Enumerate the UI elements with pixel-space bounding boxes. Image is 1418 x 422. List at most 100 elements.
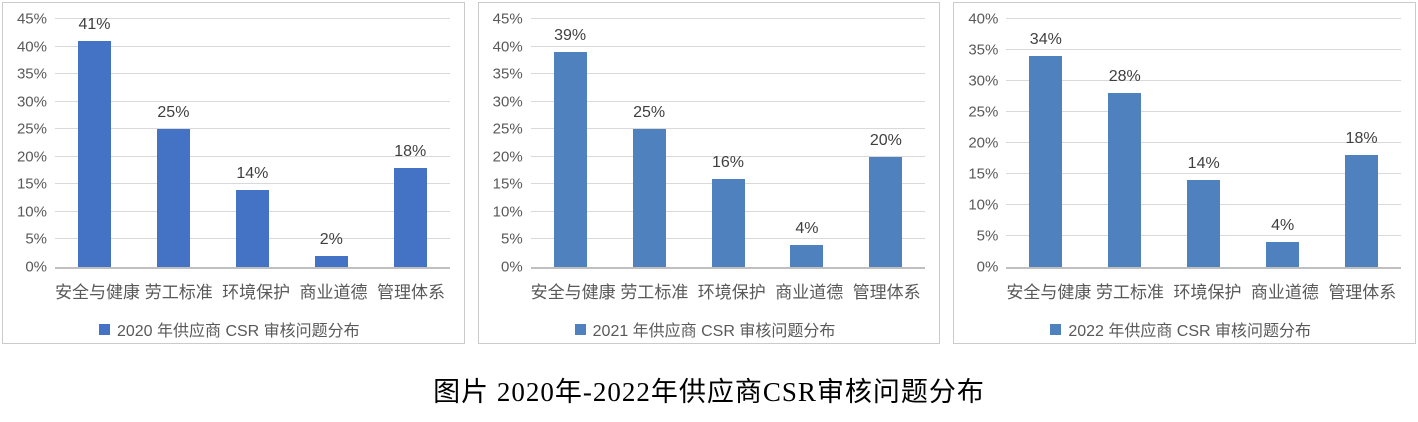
gridline — [1006, 173, 1402, 174]
bar-slot: 18% — [1322, 19, 1401, 267]
y-tick-label: 30% — [16, 93, 47, 111]
y-tick-label: 40% — [492, 38, 523, 56]
gridline — [530, 155, 926, 157]
bar-slot: 14% — [213, 19, 292, 267]
gridline — [55, 128, 450, 130]
y-tick-label: 20% — [968, 134, 999, 152]
bar-value-label: 25% — [157, 104, 190, 122]
bar-value-label: 25% — [633, 104, 666, 122]
chart-panel-2020: 0% 5% 10% 15% 20% 25% 30% 35% 40% 45% 41% 25% 14% 2%… — [2, 2, 465, 344]
y-tick-label: 0% — [25, 258, 47, 276]
gridline — [1006, 80, 1402, 81]
bar-slot: 4% — [1243, 19, 1322, 267]
bar-slot: 41% — [55, 16, 134, 267]
chart-body: 0% 5% 10% 15% 20% 25% 30% 35% 40% 45% 41% 25% 14% 2%… — [9, 12, 450, 275]
bar — [711, 178, 745, 267]
legend-marker-icon — [574, 323, 586, 335]
x-category-label: 商业道德 — [775, 283, 844, 302]
bar-value-label: 20% — [869, 131, 902, 149]
y-tick-label: 20% — [16, 148, 47, 166]
x-category-label: 环境保护 — [222, 283, 291, 302]
y-tick-label: 0% — [976, 258, 999, 276]
bar — [553, 52, 587, 267]
bar — [1345, 155, 1379, 267]
x-category-label: 劳工标准 — [144, 283, 213, 302]
bar — [790, 244, 824, 267]
x-category-label: 管理体系 — [852, 283, 921, 302]
x-axis-labels: 安全与健康 劳工标准 环境保护 商业道德 管理体系 — [55, 278, 450, 303]
x-category-label: 管理体系 — [376, 283, 445, 302]
y-tick-label: 15% — [16, 175, 47, 193]
chart-body: 0% 5% 10% 15% 20% 25% 30% 35% 40% 45% 39% 25% 16% 4%… — [485, 12, 926, 275]
y-tick-label: 15% — [968, 165, 999, 183]
legend-label: 2020 年供应商 CSR 审核问题分布 — [116, 323, 360, 340]
bar-value-label: 2% — [319, 230, 343, 248]
x-axis-labels: 安全与健康 劳工标准 环境保护 商业道德 管理体系 — [531, 278, 926, 303]
gridline — [530, 18, 926, 19]
bar-slot: 34% — [1006, 19, 1085, 267]
bar-value-label: 41% — [78, 16, 111, 34]
gridline — [530, 73, 926, 75]
legend-label: 2021 年供应商 CSR 审核问题分布 — [592, 323, 836, 340]
bar-value-label: 18% — [394, 142, 427, 160]
x-category-label: 环境保护 — [697, 283, 766, 302]
y-tick-label: 40% — [968, 10, 999, 28]
y-axis: 0% 5% 10% 15% 20% 25% 30% 35% 40% — [960, 12, 1006, 275]
bar — [1266, 242, 1300, 267]
x-category-label: 商业道德 — [1250, 283, 1319, 302]
y-tick-label: 45% — [492, 10, 523, 28]
bar — [77, 41, 111, 267]
x-category-label: 劳工标准 — [1096, 283, 1165, 302]
y-tick-label: 5% — [500, 230, 523, 248]
bar-value-label: 14% — [236, 164, 269, 182]
y-tick-label: 35% — [16, 65, 47, 83]
legend-marker-icon — [1050, 323, 1062, 335]
bar — [314, 255, 348, 267]
gridline — [530, 100, 926, 102]
y-tick-label: 30% — [492, 93, 523, 111]
bars: 39% 25% 16% 4% 20% — [531, 19, 926, 267]
x-category-label: 安全与健康 — [55, 283, 140, 302]
gridline — [1006, 18, 1402, 19]
y-tick-label: 30% — [968, 72, 999, 90]
gridline — [55, 18, 450, 19]
bar-slot: 39% — [531, 19, 610, 267]
gridline — [1006, 142, 1402, 143]
bar — [235, 189, 269, 267]
plot-area: 39% 25% 16% 4% 20% — [530, 18, 926, 269]
gridline — [530, 128, 926, 130]
bar-value-label: 14% — [1187, 155, 1220, 173]
gridline — [530, 45, 926, 47]
gridline — [55, 45, 450, 47]
bar-value-label: 34% — [1029, 31, 1062, 49]
bar-value-label: 4% — [1271, 217, 1295, 235]
y-tick-label: 25% — [968, 103, 999, 121]
x-category-label: 劳工标准 — [620, 283, 689, 302]
bar-slot: 18% — [371, 19, 450, 267]
y-tick-label: 10% — [968, 196, 999, 214]
chart-panel-2022: 0% 5% 10% 15% 20% 25% 30% 35% 40% 34% 28% 14% 4% 18%… — [953, 2, 1417, 344]
x-category-label: 商业道德 — [299, 283, 368, 302]
y-tick-label: 20% — [492, 148, 523, 166]
gridline — [1006, 111, 1402, 112]
bar-slot: 20% — [846, 19, 925, 267]
y-tick-label: 45% — [16, 10, 47, 28]
y-tick-label: 15% — [492, 175, 523, 193]
bar-slot: 2% — [292, 19, 371, 267]
bar-value-label: 16% — [712, 153, 745, 171]
gridline — [55, 100, 450, 102]
y-tick-label: 5% — [25, 230, 47, 248]
bars: 41% 25% 14% 2% 18% — [55, 16, 450, 267]
y-tick-label: 10% — [492, 203, 523, 221]
bars: 34% 28% 14% 4% 18% — [1006, 19, 1401, 267]
y-tick-label: 25% — [16, 120, 47, 138]
charts-row: 0% 5% 10% 15% 20% 25% 30% 35% 40% 45% 41% 25% 14% 2%… — [2, 2, 1417, 344]
x-category-label: 安全与健康 — [1006, 283, 1092, 302]
x-axis-labels: 安全与健康 劳工标准 环境保护 商业道德 管理体系 — [1006, 278, 1401, 303]
gridline — [1006, 49, 1402, 50]
bar-value-label: 28% — [1108, 68, 1141, 86]
x-category-label: 安全与健康 — [530, 283, 616, 302]
bar — [156, 129, 190, 267]
y-tick-label: 40% — [16, 38, 47, 56]
y-tick-label: 35% — [492, 65, 523, 83]
